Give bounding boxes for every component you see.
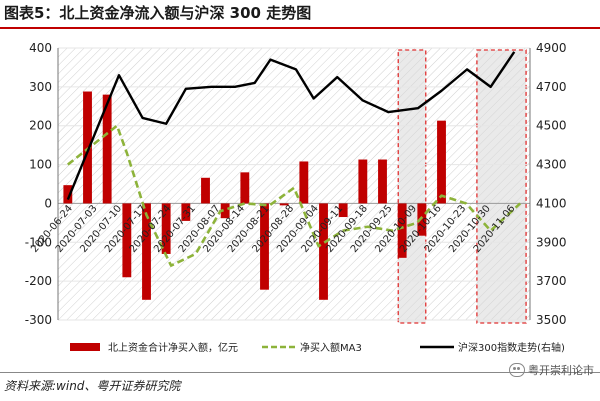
bar xyxy=(397,203,407,258)
legend-label: 北上资金合计净买入额，亿元 xyxy=(108,341,238,354)
northbound-flow-chart: -300 -200 -100 0 100 200 300 400 3500 3700 3900 410… xyxy=(25,41,567,354)
bar xyxy=(417,203,427,236)
bar xyxy=(161,203,171,254)
y-tick-label-right: 3500 xyxy=(536,313,567,327)
y-tick-label-right: 4700 xyxy=(536,80,567,94)
series-line-ma3 xyxy=(67,124,522,267)
y-tick-label-left: 0 xyxy=(44,196,52,210)
legend-label: 沪深300指数走势(右轴) xyxy=(458,341,565,354)
bar xyxy=(142,203,151,300)
bar xyxy=(240,172,250,204)
bar xyxy=(319,203,328,300)
watermark: 粤开崇利论市 xyxy=(509,362,594,378)
title-divider xyxy=(0,27,600,29)
bar xyxy=(260,203,269,290)
y-tick-label-left: -300 xyxy=(25,313,52,327)
bar xyxy=(378,159,387,204)
y-tick-label-left: 200 xyxy=(29,119,52,133)
y-tick-label-left: 400 xyxy=(29,41,52,55)
highlight-band-2 xyxy=(476,49,527,324)
y-tick-label-left: 300 xyxy=(29,80,52,94)
bar xyxy=(358,159,368,204)
bar xyxy=(201,177,210,204)
wechat-icon xyxy=(509,363,525,377)
figure-title: 图表5：北上资金净流入额与沪深 300 走势图 xyxy=(4,4,312,22)
legend-swatch-bar xyxy=(70,343,100,351)
bar xyxy=(437,120,446,204)
y-tick-label-left: -100 xyxy=(25,235,52,249)
y-tick-label-left: 100 xyxy=(29,158,52,172)
y-tick-label-right: 3900 xyxy=(536,235,567,249)
y-tick-label-right: 4900 xyxy=(536,41,567,55)
bar xyxy=(181,203,191,221)
bar xyxy=(102,94,112,204)
bar xyxy=(279,203,289,206)
bar xyxy=(338,203,348,218)
bar xyxy=(63,185,73,204)
y-tick-label-right: 4100 xyxy=(536,196,567,210)
series-line-index xyxy=(66,51,516,200)
y-tick-label-right: 3700 xyxy=(536,274,567,288)
bar xyxy=(122,203,132,278)
plot-area xyxy=(58,48,530,320)
y-tick-label-left: -200 xyxy=(25,274,52,288)
watermark-text: 粤开崇利论市 xyxy=(528,364,594,377)
source-note: 资料来源:wind、粤开证券研究院 xyxy=(4,379,181,393)
footer-divider xyxy=(0,372,600,373)
bar xyxy=(220,203,230,219)
legend-label: 净买入额MA3 xyxy=(300,341,362,354)
y-tick-label-right: 4300 xyxy=(536,158,567,172)
highlight-band-1 xyxy=(397,49,427,324)
y-tick-label-right: 4500 xyxy=(536,119,567,133)
bar xyxy=(299,161,309,204)
